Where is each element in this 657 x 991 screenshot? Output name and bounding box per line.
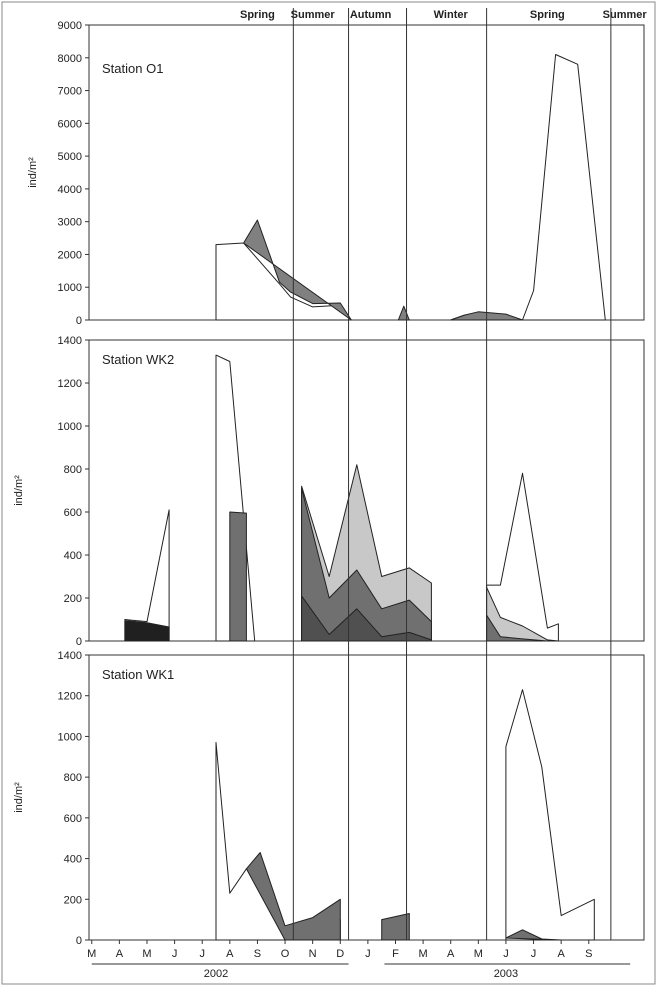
y-tick-label: 9000 xyxy=(58,20,82,32)
y-tick-label: 1000 xyxy=(58,731,82,743)
y-tick-label: 0 xyxy=(76,636,82,648)
y-tick-label: 600 xyxy=(64,813,82,825)
y-tick-label: 1400 xyxy=(58,335,82,347)
y-tick-label: 800 xyxy=(64,772,82,784)
month-label: J xyxy=(365,948,371,960)
year-label: 2003 xyxy=(494,968,518,980)
area-series-3 xyxy=(229,511,247,642)
panel-station-wk1: 0 200 400 600 800 1000 1200 1400 ind/m² Station W… xyxy=(13,650,645,947)
panel-station-wk2: 0 200 400 600 800 1000 1200 1400 ind/m² Station W… xyxy=(13,335,645,648)
month-label: M xyxy=(474,948,483,960)
season-label: Spring xyxy=(530,9,565,21)
month-axis: M A M J J A S O N D J F M A M J J A S 2002 2003 xyxy=(87,940,631,980)
y-tick-label: 800 xyxy=(64,464,82,476)
y-tick-label: 0 xyxy=(76,315,82,327)
y-axis-label: ind/m² xyxy=(27,157,39,188)
y-tick-label: 200 xyxy=(64,894,82,906)
month-label: N xyxy=(309,948,317,960)
area-series-7 xyxy=(486,472,559,642)
season-label: Summer xyxy=(603,9,648,21)
y-tick-label: 6000 xyxy=(58,118,82,130)
month-label: A xyxy=(226,948,234,960)
season-label: Winter xyxy=(434,9,469,21)
panel-station-o1: 0 1000 2000 3000 4000 5000 6000 7000 8000 9000 ind… xyxy=(27,20,645,327)
y-tick-label: 4000 xyxy=(58,184,82,196)
season-boundaries xyxy=(292,8,612,940)
y-tick-label: 0 xyxy=(76,935,82,947)
y-tick-label: 400 xyxy=(64,550,82,562)
area-series-1 xyxy=(243,219,352,321)
season-label: Summer xyxy=(291,9,336,21)
month-label: J xyxy=(172,948,178,960)
panel-frame xyxy=(88,654,645,941)
month-label: M xyxy=(87,948,96,960)
area-series-6 xyxy=(301,595,432,642)
y-tick-label: 1000 xyxy=(58,282,82,294)
station-label: Station O1 xyxy=(102,61,163,76)
area-series-5 xyxy=(301,487,432,642)
area-series-4 xyxy=(505,929,562,941)
y-tick-label: 600 xyxy=(64,507,82,519)
season-header: SpringSummerAutumnWinterSpringSummerr.p.… xyxy=(240,9,647,43)
month-label: A xyxy=(447,948,455,960)
month-label: J xyxy=(503,948,509,960)
y-tick-label: 1200 xyxy=(58,691,82,703)
y-axis-label: ind/m² xyxy=(13,475,25,506)
month-label: J xyxy=(199,948,205,960)
month-label: S xyxy=(585,948,592,960)
panels: 0100020003000400050006000700080009000ind… xyxy=(13,20,645,947)
area-series-1 xyxy=(124,620,170,642)
month-label: F xyxy=(392,948,399,960)
month-label: M xyxy=(419,948,428,960)
y-tick-label: 1400 xyxy=(58,650,82,662)
area-series-2 xyxy=(381,913,410,941)
station-label: Station WK2 xyxy=(102,352,174,367)
area-series-1 xyxy=(245,852,341,941)
y-tick-label: 1000 xyxy=(58,421,82,433)
year-label: 2002 xyxy=(204,968,228,980)
month-label: O xyxy=(281,948,290,960)
y-tick-label: 1200 xyxy=(58,378,82,390)
y-tick-label: 5000 xyxy=(58,151,82,163)
y-axis-label: ind/m² xyxy=(13,782,25,813)
month-label: S xyxy=(254,948,261,960)
y-tick-label: 8000 xyxy=(58,53,82,65)
station-label: Station WK1 xyxy=(102,667,174,682)
season-label: Spring xyxy=(240,9,275,21)
month-label: A xyxy=(116,948,124,960)
y-tick-label: 2000 xyxy=(58,249,82,261)
month-label: J xyxy=(531,948,537,960)
season-label: Autumn xyxy=(350,9,392,21)
y-tick-label: 200 xyxy=(64,593,82,605)
y-tick-label: 3000 xyxy=(58,217,82,229)
y-tick-label: 7000 xyxy=(58,86,82,98)
month-label: M xyxy=(142,948,151,960)
y-tick-label: 400 xyxy=(64,854,82,866)
month-label: A xyxy=(557,948,565,960)
area-series-3 xyxy=(505,689,595,941)
month-label: D xyxy=(336,948,344,960)
